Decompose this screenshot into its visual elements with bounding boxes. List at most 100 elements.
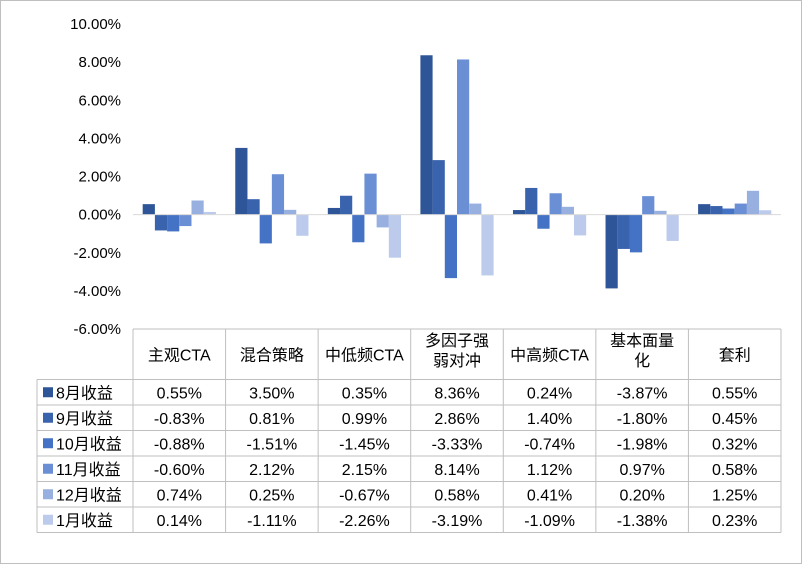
table-value: -0.74%: [524, 436, 575, 453]
bar: [457, 59, 470, 215]
table-value: -3.33%: [432, 436, 483, 453]
bar: [364, 173, 377, 215]
table-value: 0.58%: [712, 462, 757, 479]
table-value: 0.41%: [527, 487, 572, 504]
table-value: -1.11%: [247, 513, 297, 530]
table-value: 0.99%: [342, 411, 387, 428]
table-value: 0.25%: [249, 487, 294, 504]
bar: [469, 203, 482, 215]
bar: [549, 193, 562, 215]
y-tick-label: 0.00%: [78, 207, 121, 224]
bar: [352, 214, 365, 243]
y-tick-label: -4.00%: [73, 283, 121, 300]
table-value: 2.15%: [342, 462, 387, 479]
bar: [388, 214, 402, 258]
bar: [746, 190, 760, 215]
bar: [605, 214, 618, 289]
bar: [327, 207, 341, 215]
y-tick-label: 6.00%: [78, 92, 121, 109]
category-label: 套利: [719, 346, 751, 364]
y-tick-label: 8.00%: [78, 54, 121, 71]
table-value: -1.80%: [617, 411, 668, 428]
table-value: 0.35%: [342, 385, 387, 402]
table-value: 0.58%: [434, 487, 479, 504]
legend-label: 1月收益: [56, 512, 113, 530]
bar: [271, 174, 285, 215]
category-label: 主观CTA: [148, 346, 211, 364]
category-label: 中高频CTA: [510, 346, 589, 364]
legend-label: 10月收益: [56, 435, 122, 453]
table-value: 0.97%: [619, 462, 664, 479]
bar: [142, 204, 155, 215]
bar: [235, 147, 248, 215]
bar: [376, 214, 389, 228]
bar: [759, 210, 772, 215]
y-tick-label: 10.00%: [70, 16, 121, 33]
bar: [420, 55, 433, 215]
bar: [654, 210, 667, 215]
category-label: 化: [634, 352, 650, 370]
table-value: 0.24%: [527, 385, 572, 402]
bar: [666, 214, 679, 241]
table-value: 1.12%: [527, 462, 572, 479]
table-value: 0.20%: [619, 487, 664, 504]
table-value: -0.67%: [339, 487, 390, 504]
table-value: 1.40%: [527, 411, 572, 428]
table-value: 0.23%: [712, 513, 757, 530]
bar: [259, 214, 272, 244]
category-label: 多因子强: [425, 332, 489, 350]
table-value: 8.14%: [434, 462, 479, 479]
table-value: -3.19%: [432, 513, 483, 530]
bar: [340, 195, 353, 215]
bar: [698, 204, 711, 215]
bar: [629, 214, 643, 253]
y-tick-label: -6.00%: [73, 321, 121, 338]
legend-swatch: [43, 489, 53, 500]
table-value: -0.83%: [154, 411, 205, 428]
bar: [284, 209, 297, 215]
table-value: -1.45%: [339, 436, 390, 453]
table-value: 0.45%: [712, 411, 757, 428]
bar: [444, 214, 457, 279]
table-value: 1.25%: [712, 487, 757, 504]
table-value: 0.14%: [157, 513, 202, 530]
table-value: 0.32%: [712, 436, 757, 453]
table-value: 3.50%: [249, 385, 294, 402]
bar: [617, 214, 630, 249]
y-tick-label: 2.00%: [78, 169, 121, 186]
table-value: 0.74%: [157, 487, 202, 504]
table-value: 2.12%: [249, 462, 294, 479]
bar: [642, 196, 655, 215]
table-value: -1.38%: [617, 513, 668, 530]
legend-swatch: [43, 514, 53, 525]
bar: [179, 214, 192, 227]
table-value: -1.09%: [524, 513, 575, 530]
bar: [537, 214, 550, 229]
table-value: -0.88%: [154, 436, 205, 453]
legend-swatch: [43, 387, 53, 398]
legend-swatch: [43, 438, 53, 449]
table-value: -0.60%: [154, 462, 205, 479]
category-label: 中低频CTA: [325, 346, 404, 364]
legend-label: 8月收益: [56, 384, 113, 402]
y-tick-label: 4.00%: [78, 130, 121, 147]
bar: [167, 214, 180, 232]
table-value: 0.55%: [157, 385, 202, 402]
y-tick-label: -2.00%: [73, 245, 121, 262]
table-value: 2.86%: [434, 411, 479, 428]
bar: [734, 203, 747, 215]
bar: [722, 208, 735, 215]
bar: [525, 187, 538, 215]
legend-label: 12月收益: [56, 486, 122, 504]
table-value: -3.87%: [617, 385, 668, 402]
bar: [203, 211, 216, 215]
bar: [573, 214, 587, 236]
category-label: 混合策略: [240, 346, 304, 364]
bar: [191, 200, 204, 215]
table-value: 0.55%: [712, 385, 757, 402]
table-value: -2.26%: [339, 513, 390, 530]
category-label: 基本面量: [610, 332, 674, 350]
table-value: -1.51%: [247, 436, 298, 453]
